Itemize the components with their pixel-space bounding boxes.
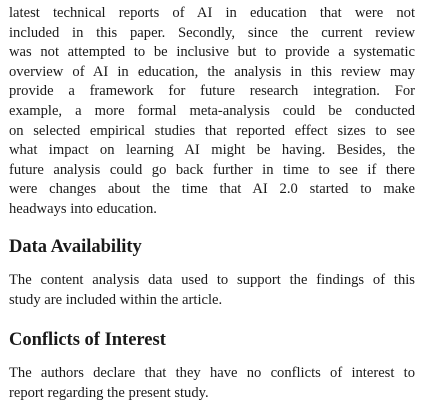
- text-line: what impact on learning AI might be havi…: [9, 142, 415, 159]
- text-line: provide a framework for future research …: [9, 83, 415, 100]
- text-line: overview of AI in education, the analysi…: [9, 63, 415, 80]
- text-line: study are included within the article.: [9, 291, 223, 308]
- text-line: The authors declare that they have no co…: [9, 365, 415, 381]
- text-line: were changes about the time that AI 2.0 …: [9, 181, 415, 198]
- text-line: latest technical reports of AI in educat…: [9, 5, 415, 21]
- data-availability-paragraph: The content analysis data used to suppor…: [9, 271, 415, 310]
- text-line: example, a more formal meta-analysis cou…: [9, 102, 415, 119]
- conflicts-paragraph: The authors declare that they have no co…: [9, 364, 415, 403]
- text-line: future analysis could go back further in…: [9, 161, 415, 178]
- text-line: headways into education.: [9, 200, 157, 217]
- text-line: The content analysis data used to suppor…: [9, 272, 415, 288]
- section-heading-data-availability: Data Availability: [9, 237, 142, 257]
- text-line: on selected empirical studies that repor…: [9, 122, 415, 139]
- section-heading-conflicts-of-interest: Conflicts of Interest: [9, 330, 166, 350]
- text-line: report regarding the present study.: [9, 384, 209, 401]
- intro-paragraph: latest technical reports of AI in educat…: [9, 4, 415, 220]
- text-line: included in this paper. Secondly, since …: [9, 24, 415, 41]
- text-line: was not attempted to be inclusive but to…: [9, 44, 415, 61]
